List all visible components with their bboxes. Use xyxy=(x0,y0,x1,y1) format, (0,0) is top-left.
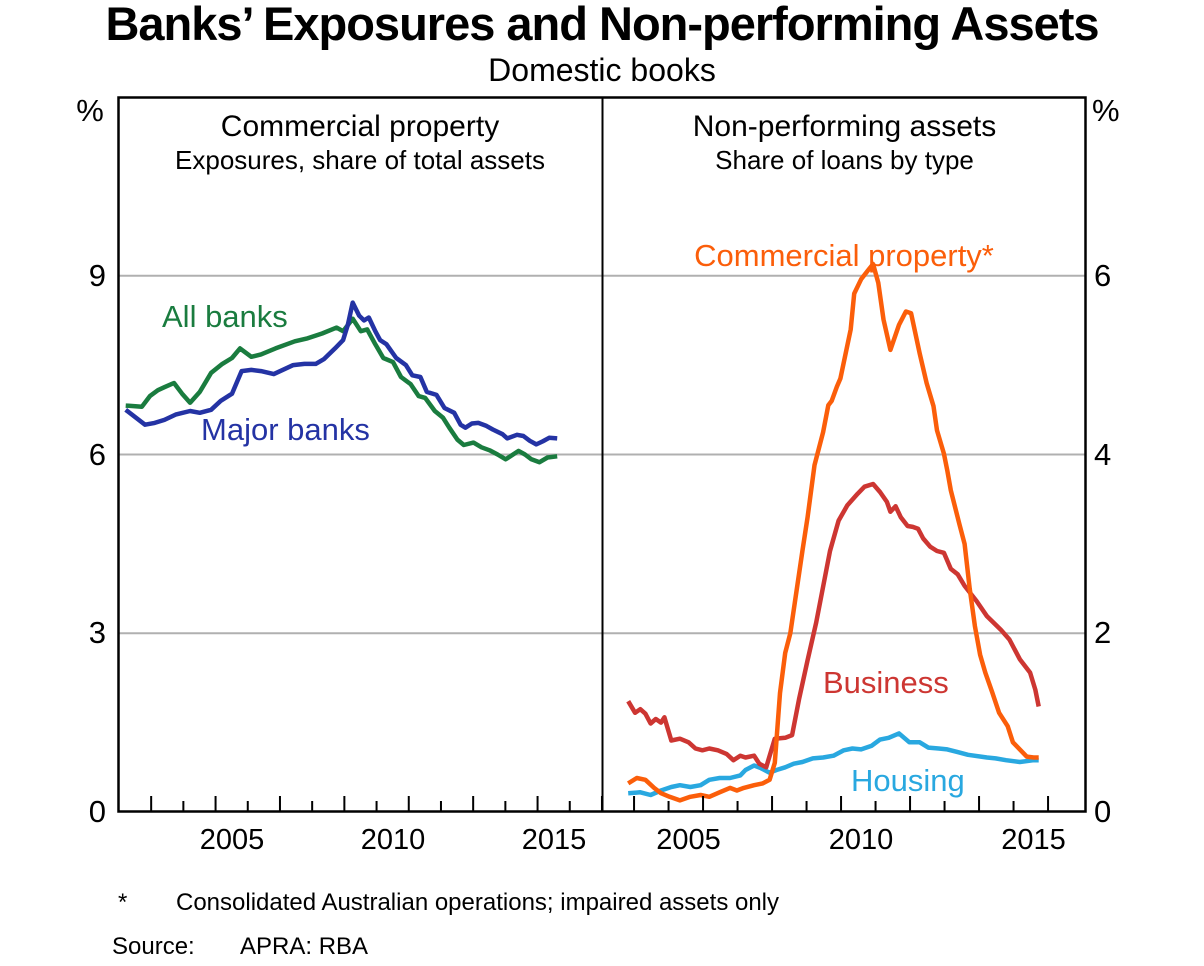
series-label-housing: Housing xyxy=(851,763,965,798)
left-axis-unit-label: % xyxy=(76,93,104,128)
y-axis-label-right: 6 xyxy=(1094,257,1112,293)
series-label-major-banks: Major banks xyxy=(201,412,370,447)
series-label-all-banks: All banks xyxy=(162,299,288,334)
y-axis-label-right: 4 xyxy=(1094,436,1112,472)
y-axis-label-right: 2 xyxy=(1094,615,1112,651)
source-text: APRA: RBA xyxy=(240,933,369,960)
x-axis-label: 2010 xyxy=(828,824,894,856)
series-line-major-banks xyxy=(124,300,558,447)
series-line-all-banks xyxy=(125,316,558,465)
series-label-business: Business xyxy=(823,665,949,700)
series-line-business xyxy=(626,481,1041,770)
x-axis-label: 2015 xyxy=(1001,824,1066,856)
series-label-commercial-property: Commercial property* xyxy=(694,238,994,273)
right-panel-subheading: Share of loans by type xyxy=(715,145,974,175)
chart-subtitle: Domestic books xyxy=(488,52,716,88)
left-panel-heading: Commercial property xyxy=(220,110,500,143)
x-axis-label: 2005 xyxy=(199,824,265,856)
right-panel-heading: Non-performing assets xyxy=(692,110,997,143)
y-axis-label-left: 3 xyxy=(88,615,106,651)
y-axis-label-left: 6 xyxy=(88,436,106,472)
source-label: Source: xyxy=(112,933,195,960)
series-line-commercial-property xyxy=(627,261,1039,803)
footnote-text: Consolidated Australian operations; impa… xyxy=(176,889,780,916)
y-axis-label-left: 9 xyxy=(88,257,106,293)
left-panel-subheading: Exposures, share of total assets xyxy=(175,145,545,175)
x-axis-label: 2015 xyxy=(521,824,587,856)
series-line-housing xyxy=(628,731,1039,798)
x-axis-label: 2010 xyxy=(360,824,426,856)
y-axis-label-left: 0 xyxy=(88,794,106,829)
right-axis-unit-label: % xyxy=(1092,93,1120,128)
chart-title: Banks’ Exposures and Non-performing Asse… xyxy=(105,0,1099,50)
footnote-marker: * xyxy=(118,889,128,916)
x-axis-label: 2005 xyxy=(656,824,721,856)
y-axis-label-right: 0 xyxy=(1094,794,1112,829)
